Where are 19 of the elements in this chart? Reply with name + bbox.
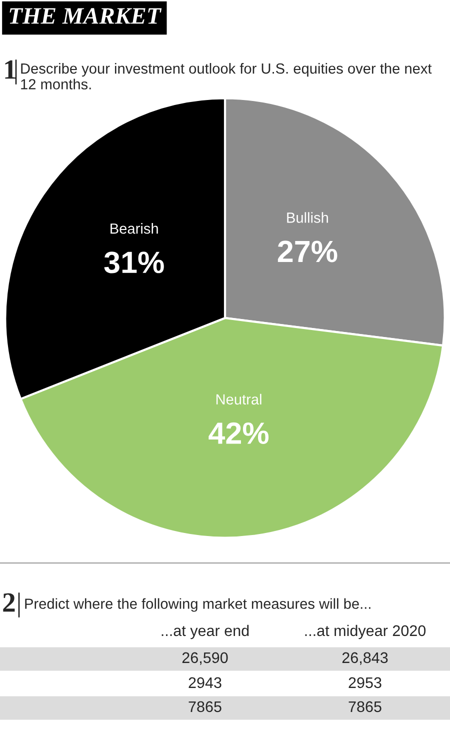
text: 2953 [348, 677, 382, 688]
data-label: 27% [278, 240, 338, 262]
chart-subtitle: Describe your investment outlook for U.S. equities over the next 12 months. [21, 63, 432, 90]
text: 2943 [188, 677, 222, 688]
text: 26,843 [342, 652, 388, 665]
slice-label: Bullish [287, 212, 328, 223]
slice-label: Neutral [216, 394, 262, 405]
slice-label: Bearish [110, 223, 158, 234]
chart-title: THE MARKET [10, 8, 162, 24]
text: 7865 [188, 701, 222, 712]
data-label: 31% [104, 252, 164, 274]
text: ...at year end [162, 624, 249, 640]
text: 1 [5, 60, 16, 79]
text: 7865 [348, 701, 382, 712]
text: 2 [3, 593, 15, 612]
text: 26,590 [182, 652, 228, 665]
text: ...at midyear 2020 [305, 624, 426, 640]
data-label: 42% [208, 422, 269, 444]
text: Predict where the following market measures will be... [25, 598, 370, 612]
